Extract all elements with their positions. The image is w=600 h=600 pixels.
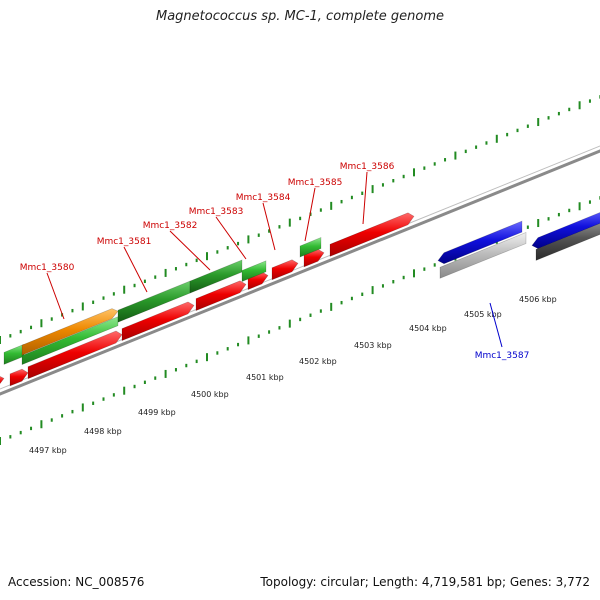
feature-green[interactable] [299, 237, 322, 258]
gene-leader-line [362, 171, 368, 225]
accession-text: Accession: NC_008576 [8, 575, 145, 589]
feature-gray[interactable] [439, 232, 527, 279]
gene-label[interactable]: Mmc1_3584 [236, 193, 291, 203]
scale-tick-label: 4500 kbp [191, 390, 229, 399]
scale-tick-label: 4497 kbp [29, 446, 67, 455]
scale-tick-label: 4503 kbp [354, 341, 392, 350]
scale-tick-label: 4501 kbp [246, 373, 284, 382]
feature-green[interactable] [21, 316, 119, 366]
backbone-outer [0, 149, 600, 396]
feature-red[interactable] [195, 280, 247, 312]
feature-dark[interactable] [535, 219, 600, 261]
feature-red[interactable] [27, 330, 123, 380]
map-title: Magnetococcus sp. MC-1, complete genome [155, 9, 445, 24]
gene-leader-line [304, 187, 316, 242]
gene-label[interactable]: Mmc1_3586 [340, 162, 395, 172]
gene-leader-line [123, 246, 148, 293]
feature-red[interactable] [329, 212, 415, 257]
gene-leader-line [46, 272, 65, 320]
gene-leader-line [215, 216, 247, 260]
feature-red[interactable] [0, 375, 5, 389]
feature-red[interactable] [9, 368, 29, 387]
gene-leader-line [262, 202, 276, 251]
scale-tick-label: 4504 kbp [409, 324, 447, 333]
scale-tick-label: 4499 kbp [138, 408, 176, 417]
gene-label[interactable]: Mmc1_3581 [97, 237, 152, 247]
scale-tick-label: 4506 kbp [519, 295, 557, 304]
gene-label[interactable]: Mmc1_3585 [288, 178, 343, 188]
feature-red[interactable] [121, 301, 195, 342]
feature-green[interactable] [3, 343, 25, 365]
gene-leader-line [169, 230, 211, 271]
feature-blue[interactable] [437, 220, 523, 265]
gene-label[interactable]: Mmc1_3580 [20, 263, 75, 273]
gene-leader-line [489, 302, 503, 348]
gene-label[interactable]: Mmc1_3582 [143, 221, 198, 231]
scale-tick-label: 4502 kbp [299, 357, 337, 366]
gene-label[interactable]: Mmc1_3587 [475, 351, 530, 361]
gene-label[interactable]: Mmc1_3583 [189, 207, 244, 217]
feature-green[interactable] [241, 260, 267, 282]
scale-tick-label: 4505 kbp [464, 310, 502, 319]
genome-summary-text: Topology: circular; Length: 4,719,581 bp… [260, 575, 590, 589]
feature-red[interactable] [271, 259, 299, 281]
feature-orange[interactable] [21, 308, 119, 356]
scale-tick-label: 4498 kbp [84, 427, 122, 436]
